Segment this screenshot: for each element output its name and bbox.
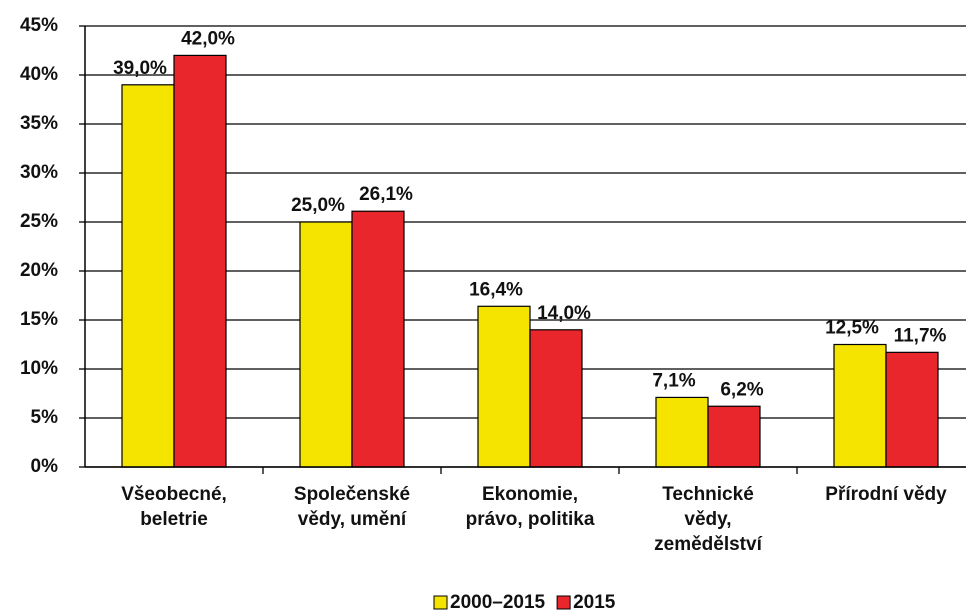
legend-swatch bbox=[556, 595, 571, 610]
bar bbox=[477, 305, 531, 468]
x-tick-label: Ekonomie, právo, politika bbox=[465, 484, 595, 530]
legend-label: 2000–2015 bbox=[450, 592, 546, 612]
y-tick-label: 20% bbox=[20, 260, 58, 281]
data-label: 11,7% bbox=[894, 325, 947, 346]
x-tick-label: Společenské vědy, umění bbox=[293, 484, 411, 530]
bar bbox=[655, 396, 709, 468]
bar bbox=[173, 54, 227, 468]
y-tick-label: 45% bbox=[20, 15, 58, 36]
x-tick-label: Všeobecné, beletrie bbox=[121, 484, 227, 530]
x-tick-label: Přírodní vědy bbox=[825, 484, 947, 505]
data-label: 39,0% bbox=[113, 58, 167, 79]
bar bbox=[299, 221, 353, 468]
x-tick-label: Technické vědy, zemědělství bbox=[654, 484, 762, 555]
bar bbox=[885, 351, 939, 468]
y-tick-label: 40% bbox=[20, 64, 58, 85]
bar bbox=[351, 210, 405, 468]
data-label: 16,4% bbox=[469, 279, 523, 300]
data-label: 7,1% bbox=[652, 370, 695, 391]
bar bbox=[707, 405, 761, 468]
y-tick-label: 30% bbox=[20, 162, 58, 183]
y-tick-label: 5% bbox=[31, 407, 59, 428]
y-tick-label: 10% bbox=[20, 358, 58, 379]
y-tick-label: 25% bbox=[20, 211, 58, 232]
legend-label: 2015 bbox=[573, 592, 616, 612]
bar bbox=[121, 84, 175, 468]
data-label: 26,1% bbox=[359, 184, 413, 205]
data-label: 25,0% bbox=[291, 195, 345, 216]
y-tick-label: 35% bbox=[20, 113, 58, 134]
data-label: 6,2% bbox=[720, 379, 763, 400]
y-tick-label: 15% bbox=[20, 309, 58, 330]
bar bbox=[529, 329, 583, 468]
bar bbox=[833, 343, 887, 468]
data-label: 14,0% bbox=[537, 303, 591, 324]
y-tick-label: 0% bbox=[31, 456, 59, 477]
legend-swatch bbox=[433, 595, 448, 610]
data-label: 12,5% bbox=[825, 318, 879, 339]
data-label: 42,0% bbox=[181, 28, 235, 49]
